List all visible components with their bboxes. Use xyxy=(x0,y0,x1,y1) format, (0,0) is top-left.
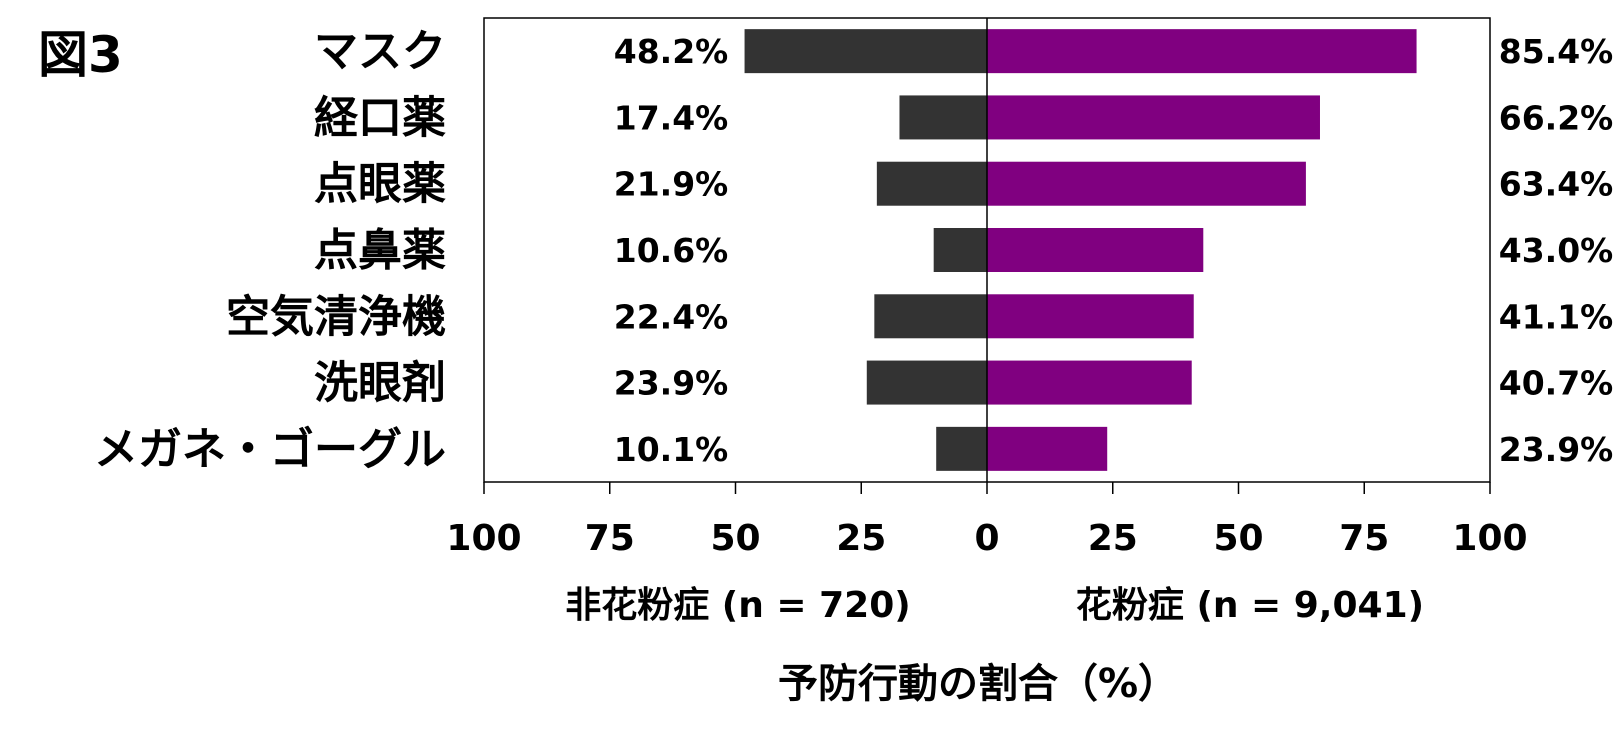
x-tick-label: 75 xyxy=(585,518,635,559)
bar-left xyxy=(874,294,987,339)
value-label-left: 22.4% xyxy=(614,297,729,336)
value-label-left: 10.6% xyxy=(614,231,729,270)
category-label: マスク xyxy=(314,26,446,77)
x-tick-label: 25 xyxy=(836,518,886,559)
x-tick-label: 0 xyxy=(974,518,999,559)
bar-left xyxy=(933,228,987,272)
bar-right xyxy=(987,161,1306,206)
bar-right xyxy=(987,29,1417,74)
category-label: メガネ・ゴーグル xyxy=(94,424,446,475)
category-label: 経口薬 xyxy=(314,92,446,143)
value-label-right: 23.9% xyxy=(1499,430,1614,469)
bar-left xyxy=(744,29,987,74)
x-tick-label: 25 xyxy=(1088,518,1138,559)
bar-left xyxy=(899,95,987,140)
value-label-left: 48.2% xyxy=(614,32,729,71)
category-label: 点眼薬 xyxy=(314,159,446,210)
bar-left xyxy=(866,360,987,405)
value-label-right: 85.4% xyxy=(1499,32,1614,71)
category-label: 点鼻薬 xyxy=(314,225,446,276)
bar-right xyxy=(987,360,1192,405)
value-label-right: 40.7% xyxy=(1499,364,1614,403)
value-label-left: 21.9% xyxy=(614,165,729,204)
value-label-left: 10.1% xyxy=(614,430,729,469)
value-label-left: 17.4% xyxy=(614,98,729,137)
bars-group xyxy=(744,29,1417,471)
x-tick-label: 50 xyxy=(710,518,760,559)
value-label-left: 23.9% xyxy=(614,364,729,403)
x-axis-title: 予防行動の割合（%） xyxy=(778,661,1178,707)
x-tick-label: 100 xyxy=(446,518,521,559)
value-labels-group: 48.2% 85.4% 17.4% 66.2% 21.9% 63.4% 10.6% 43.0%… xyxy=(614,32,1614,469)
value-label-right: 41.1% xyxy=(1499,297,1614,336)
x-tick-label: 100 xyxy=(1452,518,1527,559)
bar-right xyxy=(987,426,1108,471)
bar-left xyxy=(936,426,987,471)
x-axis-ticks-group: 100 75 50 25 0 25 50 75 100 xyxy=(446,482,1528,559)
x-tick-label: 50 xyxy=(1213,518,1263,559)
right-series-label: 花粉症 (n = 9,041) xyxy=(1076,585,1424,626)
category-label: 洗眼剤 xyxy=(314,358,446,409)
bar-left xyxy=(876,161,987,206)
value-label-right: 63.4% xyxy=(1499,165,1614,204)
category-label: 空気清浄機 xyxy=(226,291,446,342)
figure-label: 図3 xyxy=(38,26,123,84)
bar-right xyxy=(987,294,1194,339)
value-label-right: 43.0% xyxy=(1499,231,1614,270)
x-tick-label: 75 xyxy=(1339,518,1389,559)
bar-right xyxy=(987,228,1204,272)
left-series-label: 非花粉症 (n = 720) xyxy=(565,585,910,626)
bar-right xyxy=(987,95,1320,140)
value-label-right: 66.2% xyxy=(1499,98,1614,137)
